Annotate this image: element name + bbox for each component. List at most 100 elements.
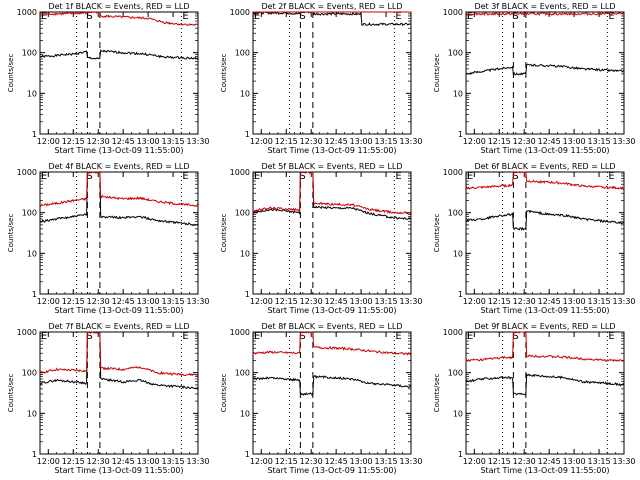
x-tick-label: 12:15 [488,137,511,146]
marker-s: S [512,171,518,182]
series-lld-line [465,331,625,363]
chart-title: Det 6f BLACK = Events, RED = LLD [474,162,615,171]
marker-e-left: E [41,171,47,182]
y-tick-label: 1 [458,130,463,139]
marker-s: S [512,11,518,22]
y-tick-label: 100 [448,369,463,378]
x-tick-label: 12:00 [250,297,273,306]
chart-panel-2: Det 2f BLACK = Events, RED = LLD 1 10 100 10… [220,2,423,155]
y-tick-label: 1 [32,450,37,459]
y-tick-label: 1000 [17,328,37,337]
series-lld-line [39,11,199,27]
y-tick-label: 1000 [443,168,463,177]
x-tick-label: 13:00 [137,137,160,146]
x-tick-label: 12:30 [300,137,323,146]
x-tick-label: 12:45 [325,137,348,146]
marker-e-left: E [41,11,47,22]
y-tick-label: 1000 [230,328,250,337]
y-tick-label: 1 [245,290,250,299]
x-tick-label: 13:00 [563,457,586,466]
plot-frame [39,11,199,135]
plot-frame [252,11,412,135]
x-axis-label: Start Time (13-Oct-09 11:55:00) [267,306,396,315]
y-tick-label: 100 [235,369,250,378]
marker-e-right: E [182,171,188,182]
plot-frame [39,171,199,295]
y-tick-label: 10 [27,89,37,98]
x-tick-label: 13:30 [186,457,209,466]
y-tick-label: 100 [448,49,463,58]
x-tick-label: 13:00 [350,297,373,306]
chart-panel-1: Det 1f BLACK = Events, RED = LLD 1 10 100 10… [7,2,210,155]
marker-s: S [86,11,92,22]
marker-e-right: E [182,331,188,342]
y-axis-label: Counts/sec [220,214,228,253]
marker-s: S [86,171,92,182]
chart-panel-5: Det 5f BLACK = Events, RED = LLD 1 10 100 10… [220,162,423,315]
x-tick-label: 13:00 [350,457,373,466]
chart-title: Det 5f BLACK = Events, RED = LLD [261,162,402,171]
marker-s: S [299,11,305,22]
marker-e-left: E [254,171,260,182]
marker-e-right: E [608,171,614,182]
x-tick-label: 13:00 [137,297,160,306]
x-tick-label: 12:15 [275,297,298,306]
marker-e-right: E [608,331,614,342]
x-tick-label: 12:15 [275,137,298,146]
y-tick-label: 1 [32,290,37,299]
marker-e-left: E [467,11,473,22]
y-axis-label: Counts/sec [433,374,441,413]
chart-title: Det 2f BLACK = Events, RED = LLD [261,2,402,11]
y-tick-label: 100 [235,49,250,58]
x-tick-label: 12:45 [538,457,561,466]
y-tick-label: 100 [22,49,37,58]
x-tick-label: 12:00 [463,457,486,466]
x-tick-label: 12:30 [87,457,110,466]
marker-s: S [86,331,92,342]
x-tick-label: 12:15 [488,457,511,466]
x-tick-label: 13:15 [375,297,398,306]
x-tick-label: 12:15 [62,297,85,306]
x-axis-label: Start Time (13-Oct-09 11:55:00) [54,146,183,155]
y-tick-label: 100 [22,369,37,378]
x-tick-label: 13:00 [563,297,586,306]
y-tick-label: 1000 [443,8,463,17]
y-tick-label: 100 [448,209,463,218]
y-tick-label: 10 [453,89,463,98]
plot-frame [465,331,625,455]
y-axis-label: Counts/sec [220,374,228,413]
chart-title: Det 1f BLACK = Events, RED = LLD [48,2,189,11]
series-events-line [39,49,199,60]
series-lld-line [253,11,411,14]
x-tick-label: 12:00 [250,457,273,466]
x-axis-label: Start Time (13-Oct-09 11:55:00) [54,466,183,475]
series-lld-line [465,170,625,191]
y-axis-label: Counts/sec [433,54,441,93]
x-tick-label: 12:00 [37,137,60,146]
x-tick-label: 13:30 [399,297,422,306]
x-tick-label: 13:30 [186,297,209,306]
plot-frame [465,171,625,295]
chart-panel-3: Det 3f BLACK = Events, RED = LLD 1 10 100 10… [433,2,636,155]
x-tick-label: 12:30 [87,137,110,146]
plot-frame [465,11,625,135]
x-tick-label: 12:30 [300,297,323,306]
x-tick-label: 13:30 [399,137,422,146]
series-events-line [465,63,625,76]
chart-title: Det 9f BLACK = Events, RED = LLD [474,322,615,331]
chart-panel-8: Det 8f BLACK = Events, RED = LLD 1 10 100 10… [220,322,423,475]
series-lld-line [40,331,199,377]
x-tick-label: 12:45 [538,137,561,146]
y-tick-label: 1000 [17,8,37,17]
x-tick-label: 12:15 [488,297,511,306]
x-tick-label: 12:00 [463,297,486,306]
chart-panel-4: Det 4f BLACK = Events, RED = LLD 1 10 100 10… [7,162,210,315]
marker-e-right: E [395,171,401,182]
chart-title: Det 3f BLACK = Events, RED = LLD [474,2,615,11]
marker-e-left: E [254,331,260,342]
marker-e-left: E [467,331,473,342]
x-axis-label: Start Time (13-Oct-09 11:55:00) [480,306,609,315]
x-axis-label: Start Time (13-Oct-09 11:55:00) [267,466,396,475]
marker-s: S [299,171,305,182]
